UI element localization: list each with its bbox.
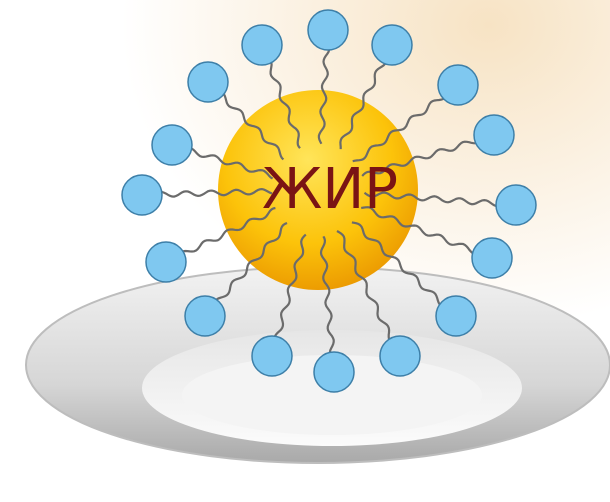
head bbox=[185, 296, 225, 336]
head bbox=[496, 185, 536, 225]
head bbox=[188, 62, 228, 102]
head bbox=[308, 10, 348, 50]
head bbox=[372, 25, 412, 65]
head bbox=[436, 296, 476, 336]
head bbox=[472, 238, 512, 278]
fat-label: ЖИР bbox=[262, 157, 398, 222]
head bbox=[146, 242, 186, 282]
head bbox=[252, 336, 292, 376]
head bbox=[438, 65, 478, 105]
head bbox=[314, 352, 354, 392]
head bbox=[122, 175, 162, 215]
head bbox=[242, 25, 282, 65]
head bbox=[152, 125, 192, 165]
illustration: ЖИР bbox=[0, 0, 610, 502]
head bbox=[380, 336, 420, 376]
head bbox=[474, 115, 514, 155]
